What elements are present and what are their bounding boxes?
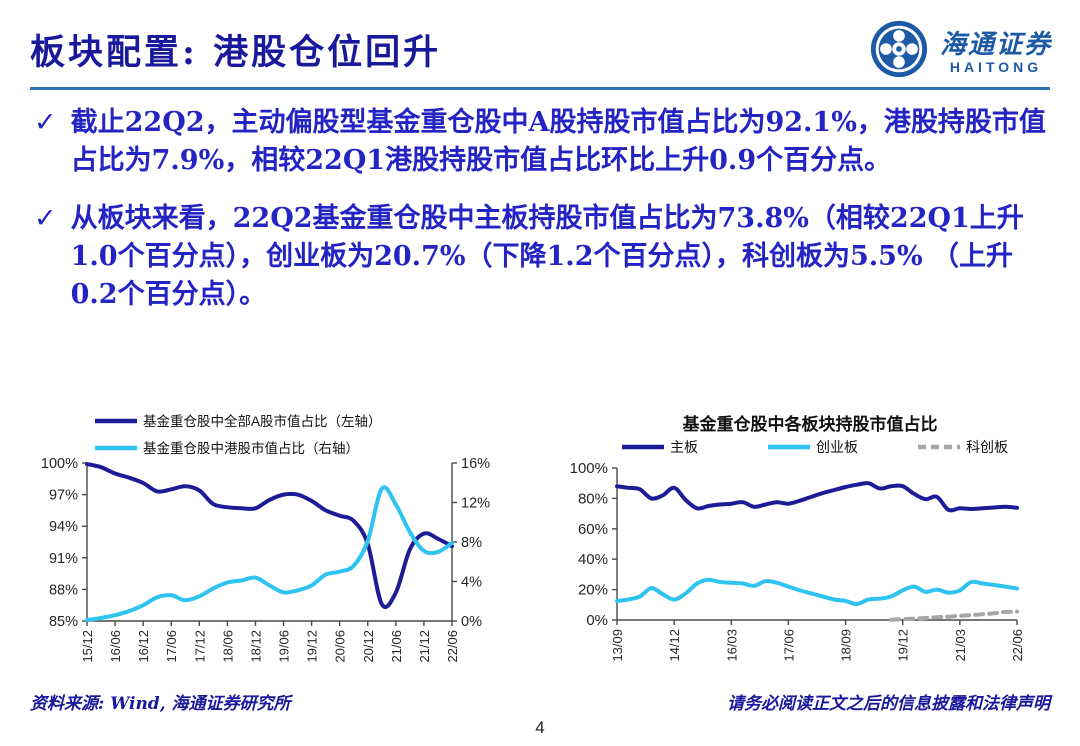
x-axis-label: 19/12: [896, 629, 911, 662]
x-axis-label: 16/03: [724, 629, 739, 662]
x-axis-label: 16/06: [108, 630, 123, 663]
checkmark-icon: ✓: [34, 107, 57, 138]
y-axis-label: 100%: [570, 460, 608, 477]
checkmark-icon: ✓: [34, 203, 57, 234]
chart-board-allocation: 0% 20% 40% 60% 80% 100% 13/09 14/12 16/03 17/06 18…: [552, 400, 1067, 696]
y-axis-label: 94%: [49, 519, 78, 535]
x-axis-label: 17/06: [164, 630, 179, 663]
logo-text: 海通证券 HAITONG: [940, 24, 1052, 75]
legend-label-1: 基金重仓股中港股市值占比（右轴）: [143, 440, 359, 456]
bullet-item: ✓ 截止22Q2，主动偏股型基金重仓股中A股持股市值占比为92.1%，港股持股市…: [34, 104, 1050, 180]
x-axis-label: 20/06: [333, 630, 348, 663]
chart-title: 基金重仓股中各板块持股市值占比: [682, 414, 938, 434]
x-axis-label: 20/12: [361, 630, 376, 663]
bullet-text: 从板块来看，22Q2基金重仓股中主板持股市值占比为73.8%（相较22Q1上升1…: [70, 203, 1024, 310]
source-note: 资料来源: Wind, 海通证券研究所: [30, 694, 291, 714]
x-axis-label: 21/03: [953, 629, 968, 662]
header-divider: [30, 87, 1050, 90]
legend-label-0: 基金重仓股中全部A股市值占比（左轴）: [143, 413, 382, 429]
page-title: 板块配置: 港股仓位回升: [30, 32, 442, 73]
x-axis-label: 17/12: [192, 630, 207, 663]
y-axis-label-right: 16%: [461, 456, 490, 472]
x-axis-label: 15/12: [80, 630, 95, 663]
y-axis-label-right: 4%: [461, 575, 482, 591]
y-axis-label: 100%: [41, 456, 78, 472]
y-axis-label: 88%: [49, 582, 78, 598]
logo-name-en: HAITONG: [949, 58, 1043, 75]
bullet-list: ✓ 截止22Q2，主动偏股型基金重仓股中A股持股市值占比为92.1%，港股持股市…: [34, 104, 1050, 334]
series-line-0: [85, 462, 454, 609]
x-axis-label: 16/12: [136, 630, 151, 663]
x-axis-label: 22/06: [445, 630, 460, 663]
x-axis-label: 22/06: [1010, 629, 1025, 662]
y-axis-label: 85%: [49, 614, 78, 630]
y-axis-label: 60%: [578, 521, 608, 538]
x-axis-label: 21/12: [417, 630, 432, 663]
y-axis-label: 0%: [586, 612, 608, 629]
y-axis-label: 91%: [49, 551, 78, 567]
x-axis-label: 21/06: [389, 630, 404, 663]
y-axis-label: 97%: [49, 488, 78, 504]
logo-name-cn: 海通证券: [939, 29, 1052, 60]
y-axis-label: 40%: [578, 551, 608, 568]
bullet-item: ✓ 从板块来看，22Q2基金重仓股中主板持股市值占比为73.8%（相较22Q1上…: [34, 200, 1050, 314]
legend-label-2: 科创板: [966, 439, 1008, 455]
x-axis-label: 19/12: [305, 630, 320, 663]
haitong-logo: 海通证券 HAITONG: [868, 18, 1052, 80]
x-axis-label: 14/12: [667, 629, 682, 662]
bullet-text: 截止22Q2，主动偏股型基金重仓股中A股持股市值占比为92.1%，港股持股市值占…: [70, 107, 1046, 176]
x-axis-label: 19/06: [277, 630, 292, 663]
y-axis-label-right: 8%: [461, 535, 482, 551]
series-line-1: [615, 577, 1019, 607]
disclaimer-note: 请务必阅读正文之后的信息披露和法律声明: [727, 694, 1050, 714]
legend-label-1: 创业板: [816, 439, 858, 455]
legend-label-0: 主板: [670, 439, 698, 455]
x-axis-label: 17/06: [781, 629, 796, 662]
series-line-0: [615, 481, 1019, 513]
y-axis-label: 80%: [578, 490, 608, 507]
haitong-logo-icon: [870, 20, 928, 78]
y-axis-label-right: 12%: [461, 496, 490, 512]
page-number: 4: [535, 718, 545, 737]
x-axis-label: 18/09: [839, 629, 854, 662]
chart-a-share-vs-hk-share: 85% 88% 91% 94% 97% 100% 0% 4% 8% 12% 16% 15/12 16/0…: [20, 396, 520, 696]
series-line-1: [85, 485, 454, 623]
x-axis-label: 13/09: [610, 629, 625, 662]
series-line-2: [889, 609, 1019, 622]
y-axis-label-right: 0%: [461, 614, 482, 630]
x-axis-label: 18/12: [248, 630, 263, 663]
x-axis-label: 18/06: [220, 630, 235, 663]
y-axis-label: 20%: [578, 582, 608, 599]
axis-lines: [86, 463, 452, 622]
